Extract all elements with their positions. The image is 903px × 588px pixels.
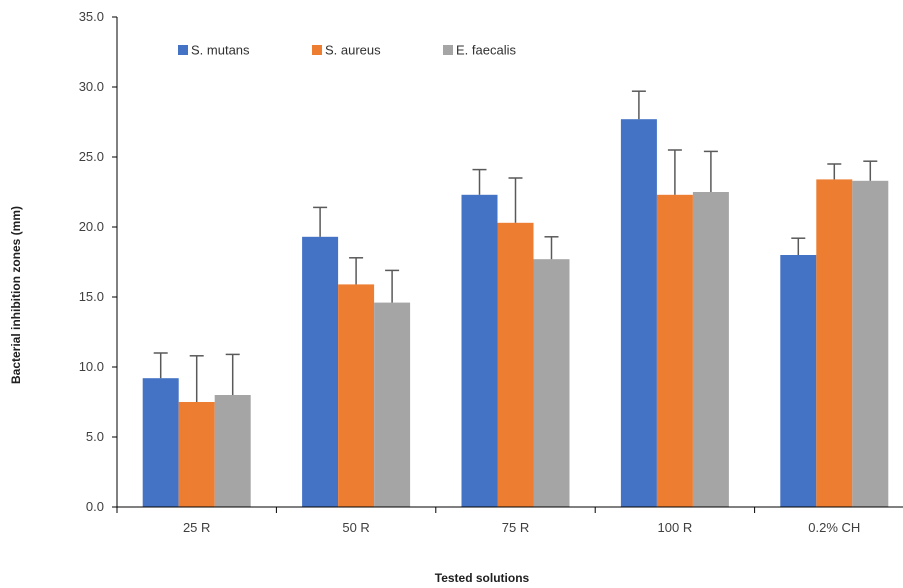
x-tick-label: 75 R [502,520,529,535]
bar-s-aureus-0-2-ch [816,179,853,507]
bar-e-faecalis-50-r [374,302,411,507]
bar-s-mutans-75-r [461,194,498,508]
x-tick-label: 0.2% CH [808,520,860,535]
x-tick-label: 100 R [658,520,693,535]
bar-s-mutans-50-r [302,236,339,508]
bar-e-faecalis-100-r [692,192,729,507]
y-tick-label: 0.0 [86,499,104,514]
bar-e-faecalis-75-r [533,259,570,507]
bar-e-faecalis-25-r [214,395,251,507]
bar-s-mutans-0-2-ch [780,255,817,507]
error-bar-group [153,90,878,402]
bar-s-aureus-25-r [178,402,215,507]
bar-e-faecalis-0-2-ch [852,180,889,508]
legend-swatch-e-faecalis [443,45,453,55]
legend-swatch-s-mutans [178,45,188,55]
bar-s-aureus-50-r [338,284,375,507]
x-axis-ticks: 25 R 50 R 75 R 100 R 0.2% CH [116,507,860,535]
bar-s-mutans-100-r [620,119,657,507]
x-tick-label: 50 R [342,520,369,535]
x-axis-title: Tested solutions [435,571,530,585]
y-tick-label: 25.0 [79,149,104,164]
y-tick-label: 30.0 [79,79,104,94]
y-axis-title: Bacterial inhibition zones (mm) [9,206,23,384]
y-tick-label: 15.0 [79,289,104,304]
y-tick-label: 5.0 [86,429,104,444]
y-tick-label: 10.0 [79,359,104,374]
legend-label-e-faecalis: E. faecalis [456,43,516,58]
y-axis-ticks: 0.0 5.0 10.0 15.0 20.0 25.0 30.0 35.0 [79,9,117,514]
x-tick-label: 25 R [183,520,210,535]
legend-label-s-aureus: S. aureus [325,43,381,58]
legend-label-s-mutans: S. mutans [191,43,250,58]
legend: S. mutans S. aureus E. faecalis [178,43,516,58]
bar-series-group [142,119,889,508]
y-tick-label: 20.0 [79,219,104,234]
axes [116,17,903,508]
bar-s-mutans-25-r [142,378,179,507]
bar-s-aureus-75-r [497,222,534,508]
y-tick-label: 35.0 [79,9,104,24]
legend-swatch-s-aureus [312,45,322,55]
bar-s-aureus-100-r [656,194,693,508]
